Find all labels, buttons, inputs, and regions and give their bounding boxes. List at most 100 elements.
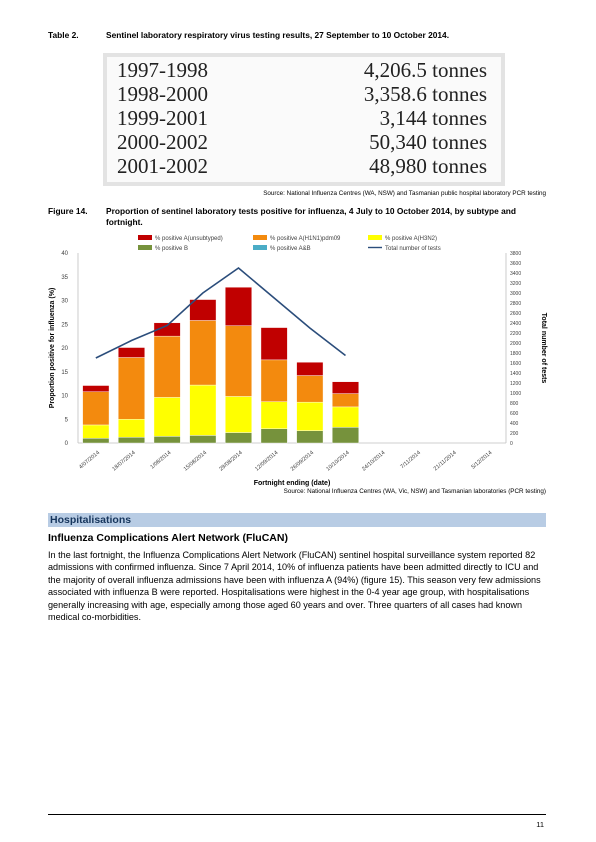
table-cell-value: 48,980 tonnes: [369, 154, 487, 178]
table-row: 1997-1998 4,206.5 tonnes: [107, 59, 501, 81]
figure-number: Figure 14.: [48, 206, 88, 216]
table-cell-period: 1998-2000: [117, 82, 208, 106]
y2-tick-label: 1600: [510, 361, 521, 367]
bar-segment: [225, 396, 252, 433]
bar-segment: [225, 325, 252, 397]
bar-segment: [260, 401, 288, 429]
total-tests-line: [95, 266, 346, 359]
bar-segment: [260, 327, 288, 361]
y2-tick-label: 2000: [510, 341, 521, 347]
bar-segment: [82, 391, 110, 426]
bar-segment: [153, 335, 181, 398]
bar-segment: [82, 385, 110, 392]
table-row: 1999-2001 3,144 tonnes: [107, 107, 501, 129]
section-heading: Hospitalisations: [50, 514, 132, 526]
y2-tick-label: 1800: [510, 351, 521, 357]
legend-label: % positive A(unsubtyped): [155, 236, 223, 242]
footer-divider: [48, 814, 546, 815]
legend-label: % positive B: [155, 246, 188, 252]
table-row: 2000-2002 50,340 tonnes: [107, 131, 501, 153]
y2-tick-label: 2600: [510, 311, 521, 317]
y-axis-title: Proportion positive for influenza (%): [49, 288, 56, 409]
y-tick-label: 15: [61, 370, 68, 376]
bar-segment: [332, 381, 359, 394]
bar-segment: [118, 437, 145, 444]
table-cell-value: 50,340 tonnes: [369, 130, 487, 154]
y2-tick-label: 2200: [510, 331, 521, 337]
y2-tick-label: 2800: [510, 301, 521, 307]
table-cell-period: 2001-2002: [117, 154, 208, 178]
bar-segment: [118, 357, 145, 420]
y-tick-label: 30: [61, 299, 68, 305]
data-table-image: 1997-1998 4,206.5 tonnes 1998-2000 3,358.6 …: [103, 53, 505, 186]
bar-segment: [189, 435, 217, 444]
page-number: 11: [536, 820, 544, 829]
bar-segment: [296, 375, 324, 403]
y-tick-label: 35: [61, 275, 68, 281]
table-number: Table 2.: [48, 30, 79, 40]
table-row: 1998-2000 3,358.6 tonnes: [107, 83, 501, 105]
bar-segment: [189, 299, 217, 321]
y2-tick-label: 3200: [510, 281, 521, 287]
x-tick-label: 24/10/2014: [361, 450, 386, 473]
bar-segment: [260, 359, 288, 402]
y-tick-label: 25: [61, 322, 68, 328]
figure-title: Proportion of sentinel laboratory tests …: [106, 206, 516, 227]
table-row: 2001-2002 48,980 tonnes: [107, 155, 501, 177]
table-cell-period: 1997-1998: [117, 58, 208, 82]
x-tick-label: 15/08/2014: [183, 450, 208, 473]
legend-swatch: [138, 245, 152, 250]
subsection-heading: Influenza Complications Alert Network (F…: [48, 532, 288, 544]
table-source: Source: National Influenza Centres (WA, …: [263, 190, 546, 197]
y-tick-label: 5: [65, 417, 69, 423]
y2-tick-label: 1400: [510, 371, 521, 377]
y2-tick-label: 1200: [510, 381, 521, 387]
bar-segment: [225, 287, 252, 326]
figure-source: Source: National Influenza Centres (WA, …: [283, 488, 546, 495]
bar-segment: [189, 320, 217, 386]
y2-tick-label: 3400: [510, 271, 521, 277]
legend-label: Total number of tests: [385, 246, 441, 252]
x-tick-label: 26/09/2014: [290, 450, 315, 473]
y-tick-label: 40: [61, 251, 68, 257]
table-title: Sentinel laboratory respiratory virus te…: [106, 30, 450, 40]
y2-tick-label: 800: [510, 401, 519, 407]
x-tick-label: 4/07/2014: [78, 450, 101, 471]
bar-segment: [296, 401, 324, 431]
bar-segment: [118, 347, 145, 358]
bar-segment: [153, 436, 181, 444]
table-cell-period: 2000-2002: [117, 130, 208, 154]
y2-tick-label: 3600: [510, 261, 521, 267]
table-cell-value: 3,144 tonnes: [379, 106, 487, 130]
legend-label: % positive A(H1N1)pdm09: [270, 236, 341, 242]
data-table: 1997-1998 4,206.5 tonnes 1998-2000 3,358.6 …: [107, 57, 501, 182]
bar-segment: [332, 406, 359, 428]
influenza-subtype-chart: 0510152025303540020040060080010001200140…: [49, 235, 547, 487]
legend-swatch: [368, 235, 382, 240]
y2-tick-label: 400: [510, 421, 519, 427]
bar-segment: [225, 432, 252, 444]
bar-segment: [118, 419, 145, 438]
bar-segment: [296, 362, 324, 376]
y2-axis-title: Total number of tests: [540, 313, 547, 384]
table-cell-value: 4,206.5 tonnes: [363, 58, 487, 82]
legend-swatch: [253, 245, 267, 250]
y2-tick-label: 2400: [510, 321, 521, 327]
x-tick-label: 10/10/2014: [325, 450, 350, 473]
x-tick-label: 29/08/2014: [218, 450, 243, 473]
x-tick-label: 1/08/2014: [150, 450, 173, 471]
table-cell-period: 1999-2001: [117, 106, 208, 130]
y2-tick-label: 0: [510, 441, 513, 447]
y2-tick-label: 200: [510, 431, 519, 437]
bar-segment: [296, 430, 324, 444]
legend-label: % positive A&B: [270, 246, 311, 252]
y-tick-label: 10: [61, 394, 68, 400]
bar-segment: [260, 428, 288, 444]
bar-segment: [189, 384, 217, 436]
section-heading-bar: Hospitalisations: [48, 513, 546, 527]
x-axis-title: Fortnight ending (date): [254, 480, 331, 487]
x-tick-label: 7/11/2014: [400, 450, 423, 470]
bar-segment: [332, 393, 359, 408]
y-tick-label: 20: [61, 346, 68, 352]
x-tick-label: 12/09/2014: [254, 450, 279, 473]
